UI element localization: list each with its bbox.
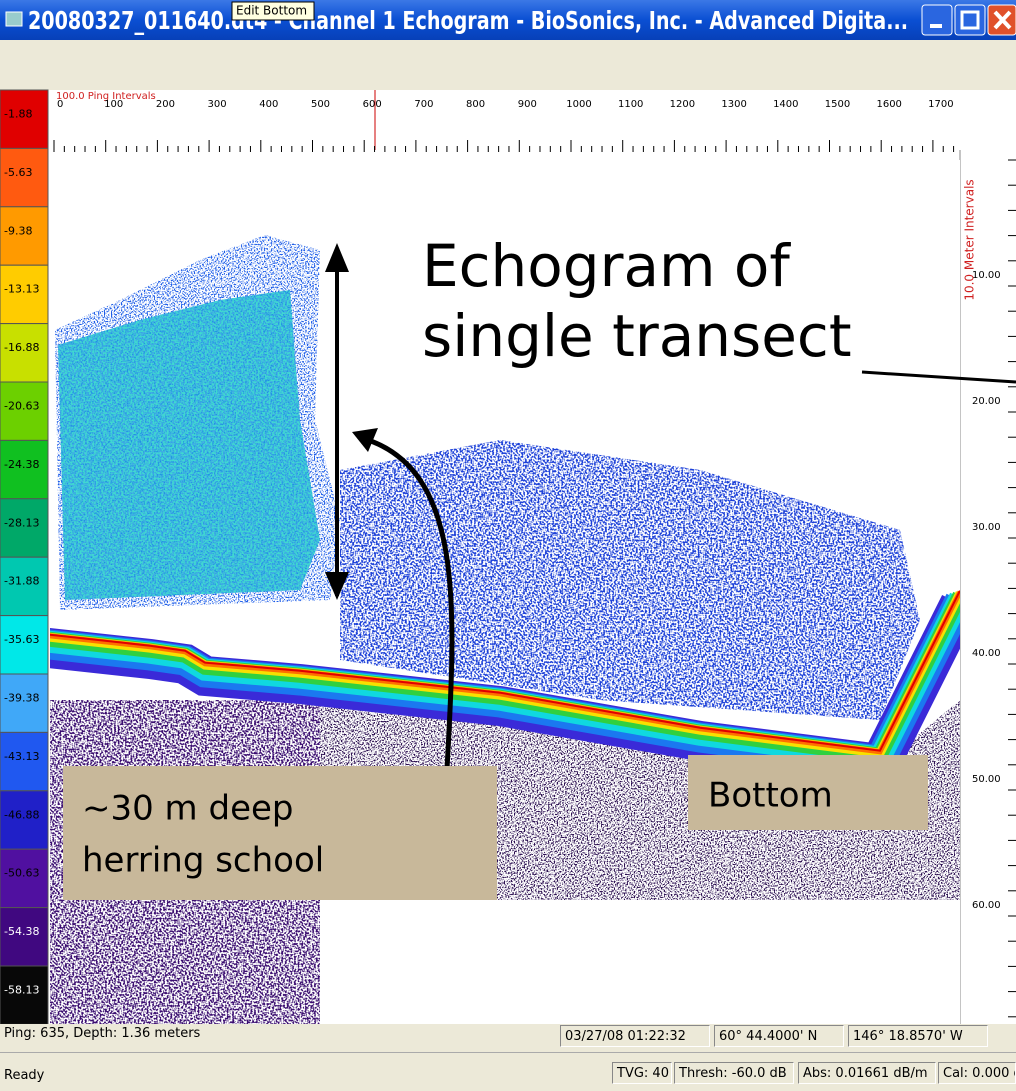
annotation-title: single transect — [422, 302, 852, 370]
scale-label: -20.63 — [4, 400, 39, 413]
ping-tick-label: 1500 — [825, 99, 850, 110]
ping-tick-label: 1300 — [721, 99, 746, 110]
ping-tick-label: 0 — [57, 99, 63, 110]
ping-tick-label: 800 — [466, 99, 485, 110]
ping-tick-label: 700 — [414, 99, 433, 110]
longitude-readout: 146° 18.8570' W — [848, 1025, 988, 1047]
status-thresh: Thresh: -60.0 dB — [674, 1062, 794, 1084]
maximize-button[interactable] — [955, 5, 985, 35]
ping-tick-label: 1600 — [876, 99, 901, 110]
color-scale: -1.88 -5.63 -9.38 -13.13 -16.88 -20.63 -24.38 -… — [0, 90, 48, 1024]
depth-tick-label: 40.00 — [972, 648, 1001, 659]
scale-label: -54.38 — [4, 925, 39, 938]
minimize-glyph — [930, 24, 942, 28]
depth-tick-label: 50.00 — [972, 774, 1001, 785]
toolbar-area — [0, 40, 1016, 90]
status-ready: Ready — [4, 1068, 44, 1083]
school-label: ~30 m deep — [82, 789, 294, 829]
app-window: 20080327_011640.dt4 - Channel 1 Echogram… — [0, 0, 1016, 1091]
ping-ruler — [50, 90, 960, 160]
annotation-title: Echogram of — [422, 232, 791, 300]
bottom-label: Bottom — [708, 776, 833, 816]
ping-tick-label: 1100 — [618, 99, 643, 110]
echogram-view: 20080327_011640.dt4 - Channel 1 Echogram… — [0, 0, 1016, 1024]
ping-tick-label: 500 — [311, 99, 330, 110]
scale-label: -46.88 — [4, 808, 39, 821]
status-abs: Abs: 0.01661 dB/m — [798, 1062, 936, 1084]
scale-label: -39.38 — [4, 692, 39, 705]
depth-ruler-label: 10.0 Meter Intervals — [963, 179, 977, 300]
window-title: 20080327_011640.dt4 - Channel 1 Echogram… — [28, 6, 908, 35]
scale-label: -50.63 — [4, 867, 39, 880]
school-label: herring school — [82, 841, 324, 881]
tooltip-text: Edit Bottom — [236, 4, 307, 18]
ping-tick-label: 600 — [363, 99, 382, 110]
scale-label: -16.88 — [4, 341, 39, 354]
scale-label: -9.38 — [4, 224, 32, 237]
ping-readout: Ping: 635, Depth: 1.36 meters — [4, 1026, 200, 1041]
scale-label: -5.63 — [4, 166, 32, 179]
minimize-button[interactable] — [922, 5, 952, 35]
depth-tick-label: 10.00 — [972, 270, 1001, 281]
latitude-readout: 60° 44.4000' N — [714, 1025, 844, 1047]
scale-label: -28.13 — [4, 516, 39, 529]
scale-label: -1.88 — [4, 108, 32, 121]
ping-tick-label: 900 — [518, 99, 537, 110]
ping-tick-label: 100 — [104, 99, 123, 110]
scale-label: -13.13 — [4, 283, 39, 296]
depth-tick-label: 20.00 — [972, 396, 1001, 407]
scale-label: -35.63 — [4, 633, 39, 646]
status-tvg: TVG: 40 — [612, 1062, 672, 1084]
scale-label: -24.38 — [4, 458, 39, 471]
ping-tick-label: 1700 — [928, 99, 953, 110]
depth-tick-label: 30.00 — [972, 522, 1001, 533]
ping-tick-label: 1400 — [773, 99, 798, 110]
ping-tick-label: 200 — [156, 99, 175, 110]
school-core-speck — [58, 290, 320, 600]
ping-tick-label: 300 — [208, 99, 227, 110]
scale-label: -58.13 — [4, 984, 39, 997]
ping-tick-label: 1000 — [566, 99, 591, 110]
divider — [0, 1052, 1016, 1053]
datetime-readout: 03/27/08 01:22:32 — [560, 1025, 710, 1047]
ping-tick-label: 1200 — [670, 99, 695, 110]
ping-tick-label: 400 — [259, 99, 278, 110]
app-icon — [6, 12, 22, 26]
scale-label: -31.88 — [4, 575, 39, 588]
depth-tick-label: 60.00 — [972, 900, 1001, 911]
scale-label: -43.13 — [4, 750, 39, 763]
status-cal: Cal: 0.000 dB — [938, 1062, 1016, 1084]
